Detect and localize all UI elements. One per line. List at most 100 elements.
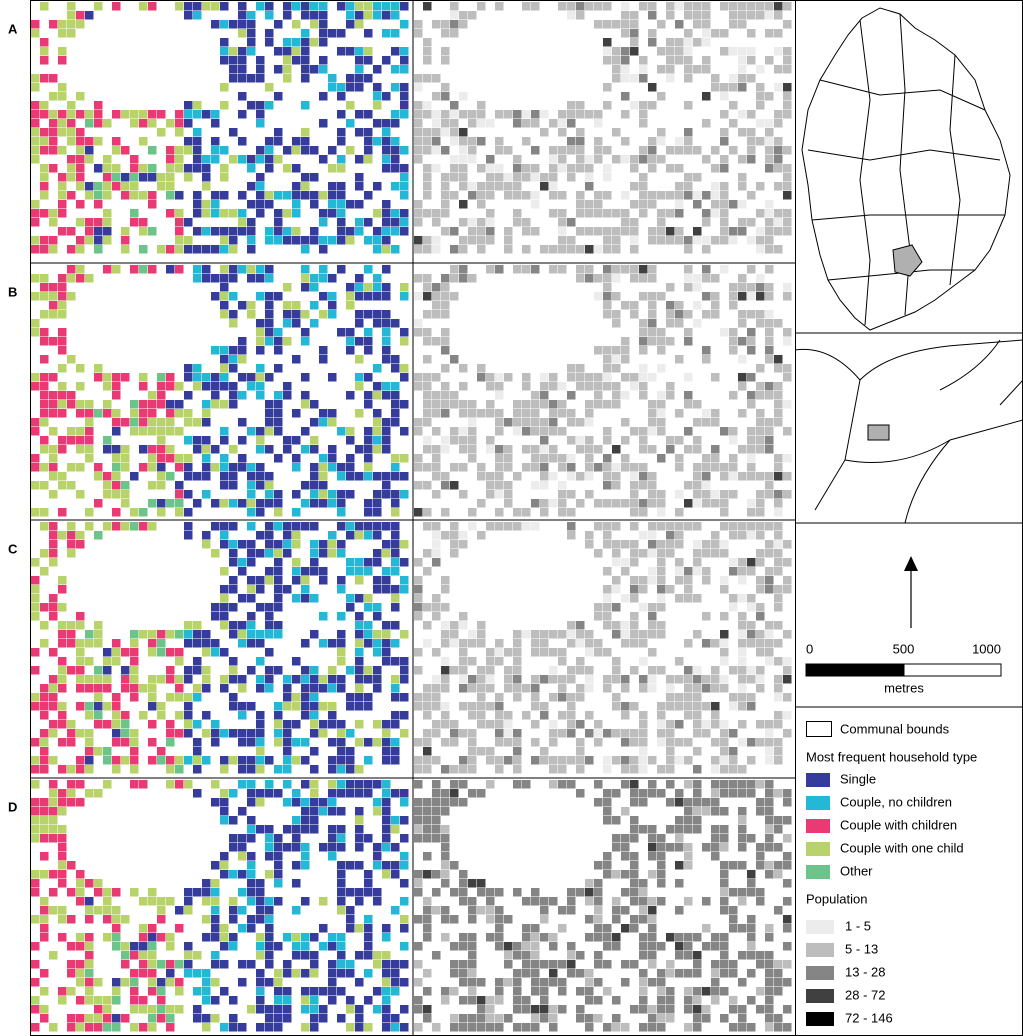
household-cell (346, 472, 355, 481)
household-cell (355, 924, 364, 933)
household-cell (355, 227, 364, 236)
population-cell (612, 391, 621, 400)
household-cell (400, 834, 409, 843)
household-cell (58, 20, 67, 29)
population-cell (441, 531, 450, 540)
household-cell (67, 531, 76, 540)
household-cell (337, 612, 346, 621)
population-cell (423, 702, 432, 711)
population-cell (459, 400, 468, 409)
population-cell (720, 987, 729, 996)
population-cell (423, 56, 432, 65)
population-cell (774, 418, 783, 427)
household-cell (193, 364, 202, 373)
locator-map (795, 340, 1023, 523)
population-cell (684, 567, 693, 576)
population-cell (576, 630, 585, 639)
household-cell (265, 11, 274, 20)
population-cell (558, 711, 567, 720)
household-cell (148, 702, 157, 711)
household-cell (40, 355, 49, 364)
household-cell (400, 1023, 409, 1032)
population-cell (702, 454, 711, 463)
population-cell (594, 155, 603, 164)
population-cell (513, 400, 522, 409)
household-cell (193, 657, 202, 666)
household-cell (31, 236, 40, 245)
population-cell (594, 400, 603, 409)
household-cell (139, 996, 148, 1005)
household-cell (211, 110, 220, 119)
household-cell (130, 418, 139, 427)
population-cell (711, 765, 720, 774)
population-cell (666, 720, 675, 729)
household-cell (148, 933, 157, 942)
household-cell (157, 639, 166, 648)
population-cell (621, 92, 630, 101)
household-cell (256, 191, 265, 200)
population-cell (594, 110, 603, 119)
household-cell (391, 209, 400, 218)
household-cell (373, 1005, 382, 1014)
population-cell (684, 861, 693, 870)
household-cell (220, 675, 229, 684)
population-cell (684, 807, 693, 816)
population-cell (612, 236, 621, 245)
population-cell (675, 200, 684, 209)
household-cell (247, 265, 256, 274)
population-cell (648, 1014, 657, 1023)
population-cell (495, 648, 504, 657)
population-cell (747, 283, 756, 292)
household-cell (49, 128, 58, 137)
household-cell (337, 729, 346, 738)
population-cell (459, 427, 468, 436)
household-cell (58, 481, 67, 490)
population-cell (513, 888, 522, 897)
population-cell (522, 897, 531, 906)
population-cell (738, 738, 747, 747)
population-cell (756, 576, 765, 585)
population-cell (432, 816, 441, 825)
household-cell (310, 301, 319, 310)
household-cell (319, 20, 328, 29)
household-cell (184, 436, 193, 445)
household-cell (175, 756, 184, 765)
household-cell (31, 960, 40, 969)
population-cell (477, 630, 486, 639)
population-cell (432, 164, 441, 173)
population-cell (747, 567, 756, 576)
household-cell (256, 391, 265, 400)
household-cell (40, 445, 49, 454)
household-cell (265, 146, 274, 155)
population-cell (612, 265, 621, 274)
population-cell (621, 978, 630, 987)
household-cell (274, 337, 283, 346)
household-cell (229, 56, 238, 65)
household-cell (229, 585, 238, 594)
population-cell (477, 137, 486, 146)
population-cell (594, 798, 603, 807)
household-cell (328, 852, 337, 861)
population-cell (585, 756, 594, 765)
household-cell (265, 915, 274, 924)
population-cell (765, 816, 774, 825)
population-cell (432, 218, 441, 227)
population-cell (585, 711, 594, 720)
population-cell (531, 630, 540, 639)
household-cell (247, 74, 256, 83)
household-cell (229, 621, 238, 630)
household-cell (292, 2, 301, 11)
population-cell (414, 915, 423, 924)
population-cell (711, 146, 720, 155)
population-cell (603, 594, 612, 603)
household-cell (283, 531, 292, 540)
population-cell (684, 38, 693, 47)
population-cell (720, 906, 729, 915)
population-cell (702, 684, 711, 693)
population-cell (486, 915, 495, 924)
household-cell (256, 933, 265, 942)
household-cell (265, 409, 274, 418)
population-cell (630, 639, 639, 648)
household-cell (346, 346, 355, 355)
household-cell (229, 364, 238, 373)
